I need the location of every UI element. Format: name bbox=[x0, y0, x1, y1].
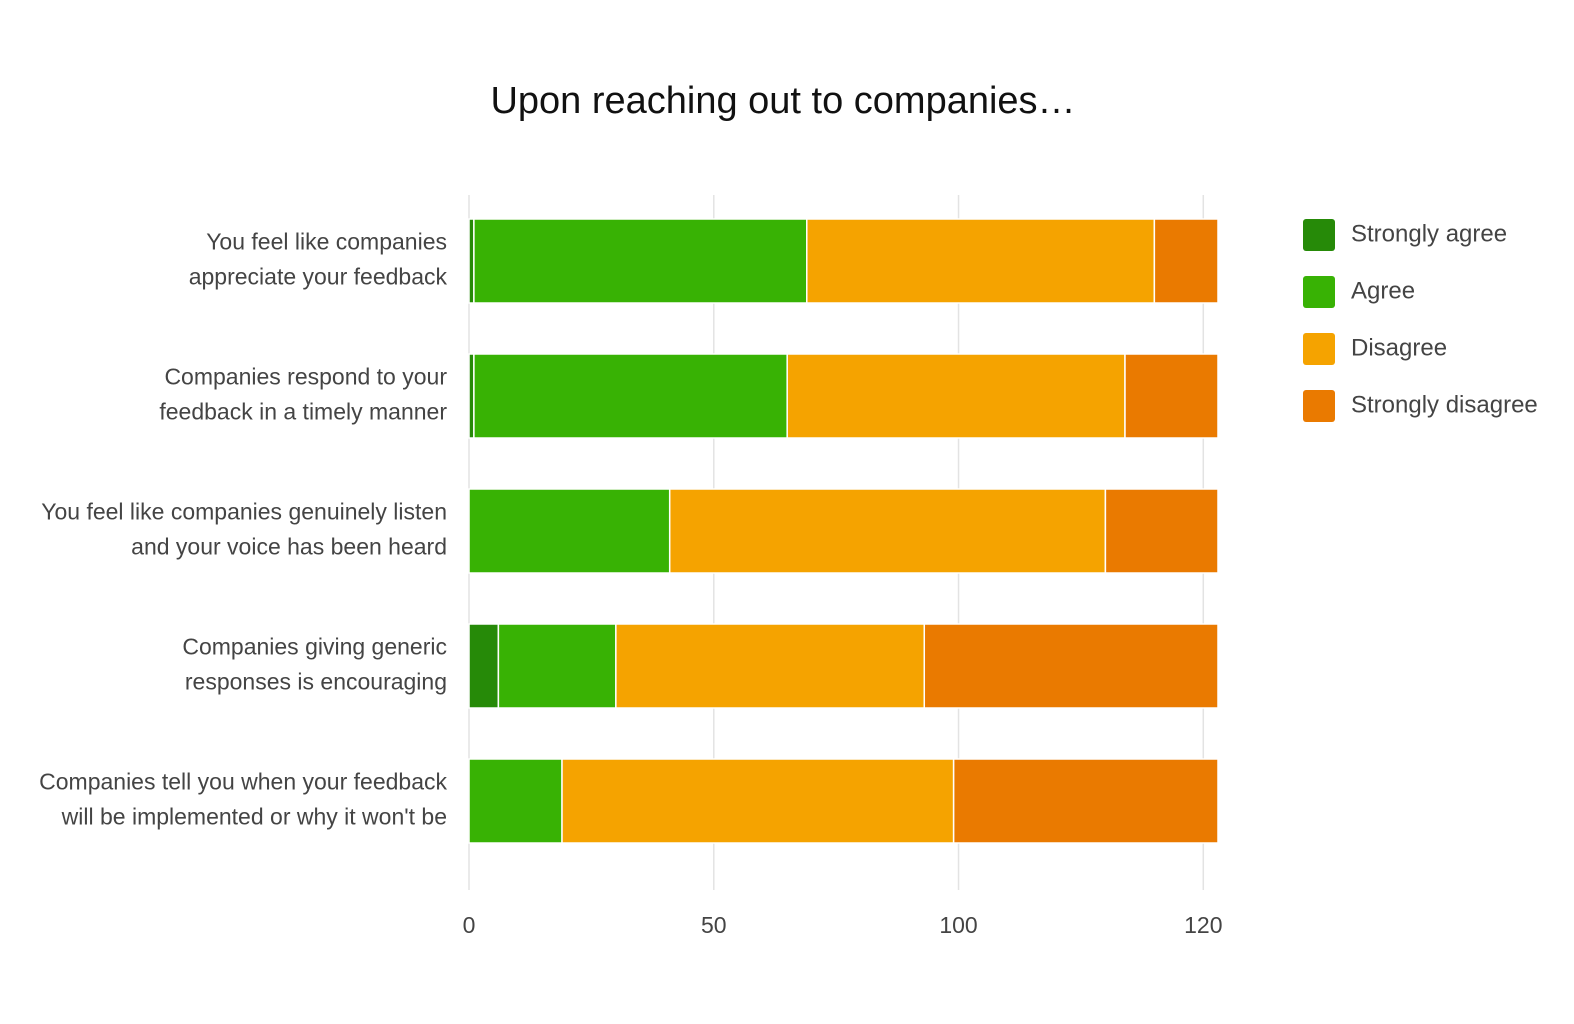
category-label: You feel like companies genuinely listen… bbox=[41, 499, 447, 560]
legend-label: Strongly disagree bbox=[1351, 391, 1538, 418]
bar-segment bbox=[468, 623, 500, 709]
x-tick-label: 0 bbox=[463, 912, 476, 938]
legend-swatch bbox=[1303, 333, 1335, 365]
bar-segment bbox=[668, 488, 1107, 574]
bar-segment bbox=[497, 623, 617, 709]
category-label: You feel like companies appreciate your f… bbox=[189, 229, 448, 290]
category-label: Companies tell you when your feedback wil… bbox=[39, 769, 447, 830]
legend-swatch bbox=[1303, 219, 1335, 251]
x-tick-label: 100 bbox=[939, 912, 977, 938]
bar-segment bbox=[473, 218, 808, 304]
x-tick-label: 50 bbox=[701, 912, 727, 938]
category-label: Companies giving generic responses is enc… bbox=[182, 634, 447, 695]
bar-segment bbox=[1104, 488, 1219, 574]
bar-segment bbox=[615, 623, 926, 709]
bar-segment bbox=[923, 623, 1219, 709]
x-tick-label: 120 bbox=[1184, 912, 1222, 938]
bar-segment bbox=[468, 488, 671, 574]
bar-segment bbox=[561, 758, 955, 844]
bar-segment bbox=[806, 218, 1156, 304]
legend-label: Agree bbox=[1351, 277, 1415, 304]
legend-label: Strongly agree bbox=[1351, 220, 1507, 247]
bar-segment bbox=[1124, 353, 1219, 439]
category-label: Companies respond to your feedback in a t… bbox=[159, 364, 447, 425]
bar-segment bbox=[1153, 218, 1219, 304]
bar-segment bbox=[473, 353, 788, 439]
legend-swatch bbox=[1303, 390, 1335, 422]
chart-title: Upon reaching out to companies… bbox=[490, 80, 1075, 122]
bar-segment bbox=[468, 758, 563, 844]
legend-label: Disagree bbox=[1351, 334, 1447, 361]
legend-swatch bbox=[1303, 276, 1335, 308]
bar-segment bbox=[786, 353, 1126, 439]
bar-segment bbox=[952, 758, 1219, 844]
